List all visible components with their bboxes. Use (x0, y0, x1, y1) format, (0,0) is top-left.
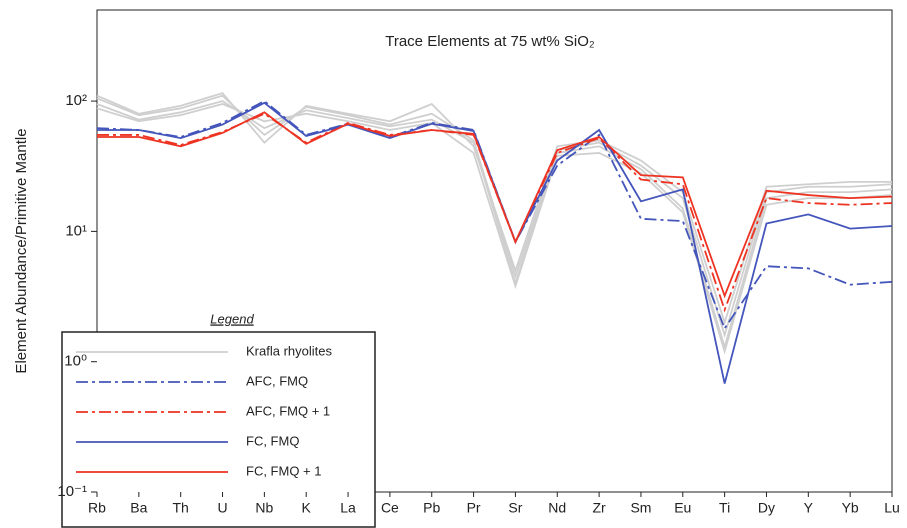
x-tick-label: Zr (592, 500, 606, 516)
data-line (96, 92, 892, 326)
legend-label: AFC, FMQ + 1 (246, 403, 330, 418)
x-tick-label: Dy (758, 500, 775, 516)
x-tick-label: Pb (423, 500, 440, 516)
x-tick-label: Pr (467, 500, 481, 516)
y-tick-label: 10¹ (65, 222, 87, 239)
x-tick-label: Lu (884, 500, 900, 516)
legend-label: FC, FMQ + 1 (246, 463, 321, 478)
lines (96, 92, 893, 384)
x-tick-label: La (340, 500, 356, 516)
legend: Krafla rhyolites AFC, FMQ AFC, FMQ + 1 FC, … (76, 343, 332, 478)
chart-title: Trace Elements at 75 wt% SiO₂ (385, 33, 595, 50)
data-line (96, 100, 893, 351)
legend-label: FC, FMQ (246, 433, 299, 448)
y-tick-label: 10² (65, 92, 87, 109)
x-tick-label: Eu (674, 500, 691, 516)
plot-frame (96, 9, 893, 493)
x-tick-label: Yb (842, 500, 859, 516)
legend-label: AFC, FMQ (246, 373, 308, 388)
x-tick-label: Th (173, 500, 189, 516)
x-tick-label: Sm (630, 500, 651, 516)
data-line (96, 103, 893, 355)
x-tick-label: Rb (88, 500, 106, 516)
legend-box (61, 331, 376, 528)
x-tick-label: Ce (381, 500, 399, 516)
legend-title: Legend (210, 311, 254, 326)
x-tick-label: Ba (130, 500, 147, 516)
x-tick-label: Sr (508, 500, 522, 516)
x-tick-label: Y (804, 500, 814, 516)
x-tick-label: Ti (719, 500, 730, 516)
x-tick-label: U (217, 500, 227, 516)
y-axis-label: Element Abundance/Primitive Mantle (13, 128, 30, 373)
data-line (97, 112, 893, 313)
data-line (97, 111, 893, 299)
y-tick-label: 10⁰ (64, 353, 87, 370)
x-tick-label: Nb (255, 500, 273, 516)
x-tick-label: Nd (548, 500, 566, 516)
x-tick-label: K (302, 500, 312, 516)
legend-label: Krafla rhyolites (246, 343, 332, 358)
y-tick-label: 10⁻¹ (57, 483, 87, 500)
